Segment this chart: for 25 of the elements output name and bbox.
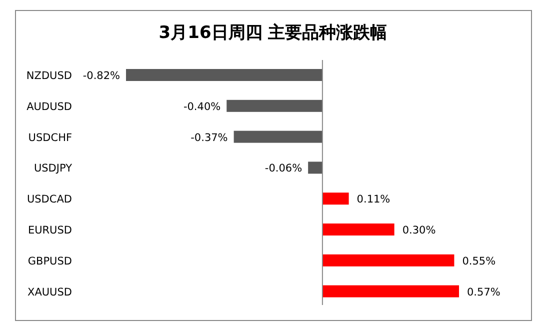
y-tick-label: GBPUSD bbox=[28, 255, 72, 268]
y-tick-label: XAUUSD bbox=[28, 286, 72, 298]
y-tick-label: NZDUSD bbox=[26, 70, 72, 82]
y-tick-label: USDCHF bbox=[28, 132, 72, 144]
data-label: 0.30% bbox=[402, 224, 436, 236]
bar bbox=[226, 100, 322, 112]
data-label: 0.11% bbox=[356, 194, 390, 206]
data-label: -0.82% bbox=[82, 70, 120, 82]
bar bbox=[308, 162, 322, 174]
bar bbox=[322, 224, 394, 236]
data-label: 0.57% bbox=[467, 286, 500, 298]
bar bbox=[322, 192, 349, 205]
data-label: -0.40% bbox=[183, 100, 221, 113]
bar bbox=[322, 254, 454, 266]
y-tick-label: AUDUSD bbox=[26, 100, 72, 113]
bar bbox=[234, 130, 322, 143]
data-label: -0.37% bbox=[190, 132, 228, 144]
y-tick-label: USDJPY bbox=[34, 162, 73, 175]
data-label: 0.55% bbox=[462, 255, 496, 268]
chart-title: 3月16日周四 主要品种涨跌幅 bbox=[158, 23, 388, 43]
y-tick-label: EURUSD bbox=[28, 224, 72, 236]
y-tick-label: USDCAD bbox=[26, 194, 72, 206]
data-label: -0.06% bbox=[264, 162, 302, 175]
bar bbox=[126, 69, 322, 81]
bar bbox=[322, 285, 459, 298]
